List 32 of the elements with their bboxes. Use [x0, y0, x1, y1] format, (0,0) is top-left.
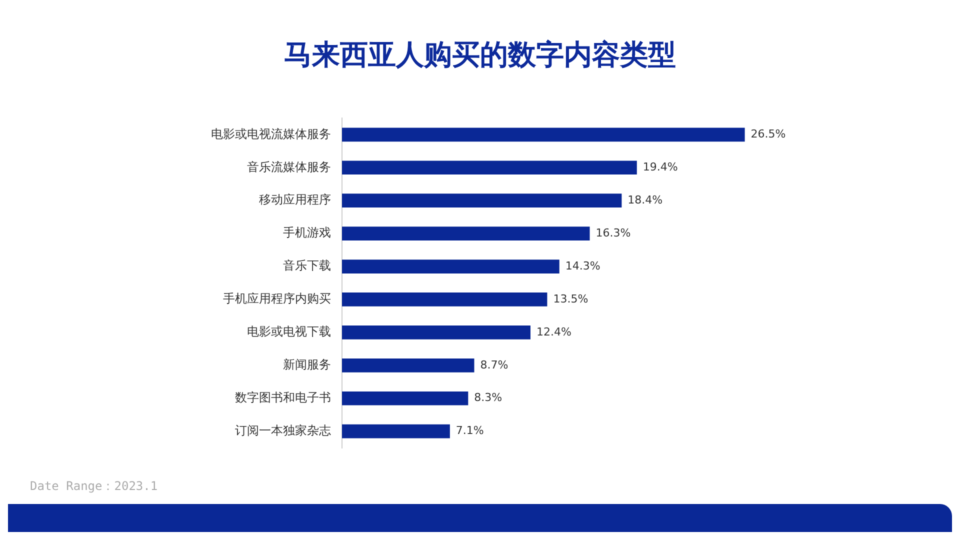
data-label: 14.3% [565, 259, 600, 272]
bar [342, 326, 530, 340]
data-label: 19.4% [642, 160, 678, 174]
y-tick-label: 音乐流媒体服务 [247, 160, 331, 174]
data-label: 7.1% [456, 424, 484, 438]
bar [342, 226, 590, 240]
bar [342, 160, 637, 175]
y-tick-label: 手机游戏 [283, 226, 331, 240]
bar [342, 128, 745, 142]
text: Date Range：2023.1 [30, 478, 158, 495]
y-tick-label: 订阅一本独家杂志 [235, 423, 331, 438]
data-label: 18.4% [628, 193, 663, 206]
data-label: 16.3% [596, 226, 631, 240]
y-tick-label: 移动应用程序 [259, 192, 331, 207]
y-tick-label: 电影或电视流媒体服务 [211, 126, 331, 141]
bar [342, 424, 450, 438]
data-label: 8.7% [480, 358, 508, 372]
bar [342, 292, 548, 306]
data-label: 26.5% [750, 128, 786, 141]
data-label: 8.3% [474, 391, 502, 404]
bar [342, 194, 622, 208]
chart-title: 马来西亚人购买的数字内容类型 [283, 37, 677, 73]
bar [342, 358, 474, 372]
y-tick-label: 新闻服务 [283, 358, 331, 372]
bar [342, 391, 468, 406]
data-label: 12.4% [536, 325, 572, 338]
y-tick-label: 手机应用程序内购买 [223, 292, 331, 306]
y-tick-label: 电影或电视下载 [247, 324, 331, 339]
y-tick-label: 数字图书和电子书 [235, 390, 331, 404]
y-tick-label: 音乐下载 [283, 258, 331, 273]
data-label: 13.5% [553, 292, 588, 306]
bar [342, 260, 560, 274]
